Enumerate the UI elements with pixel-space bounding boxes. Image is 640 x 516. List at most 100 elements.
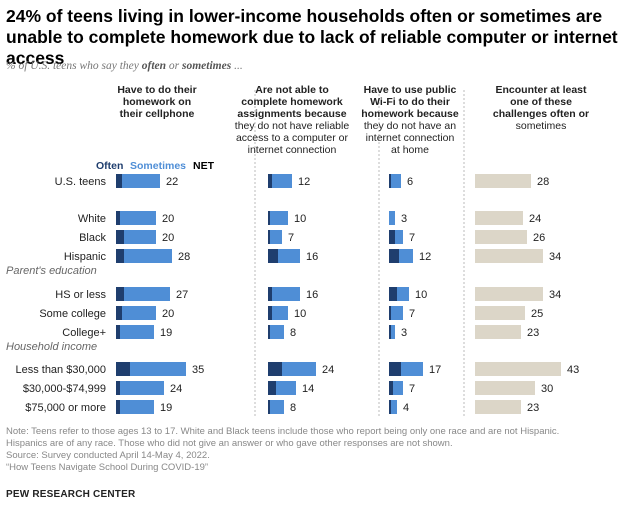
bar-sometimes: [391, 306, 403, 320]
bar-sometimes: [397, 287, 409, 301]
net-value-label: 10: [294, 308, 306, 320]
bar-sometimes: [391, 325, 395, 339]
bar-often: [389, 325, 391, 339]
bar-sometimes: [270, 325, 284, 339]
bar-often: [389, 306, 391, 320]
panel-header-line: internet connection: [248, 144, 337, 156]
bar-often: [268, 211, 270, 225]
bar-often: [116, 325, 120, 339]
net-value-label: 3: [401, 327, 407, 339]
net-value-label: 7: [409, 232, 415, 244]
net-value-label: 10: [294, 213, 306, 225]
bar-often: [268, 325, 270, 339]
chart-notes: Note: Teens refer to those ages 13 to 17…: [6, 426, 634, 474]
row-label: HS or less: [55, 289, 106, 301]
encounter-value-label: 23: [527, 327, 539, 339]
bar-sometimes: [120, 325, 154, 339]
panel-header-line: Have to use public: [364, 84, 457, 96]
bar-encounter: [475, 287, 543, 301]
bar-sometimes: [120, 400, 154, 414]
net-value-label: 17: [429, 364, 441, 376]
bar-often: [116, 381, 120, 395]
bar-often: [268, 174, 272, 188]
bar-sometimes: [276, 381, 296, 395]
bar-sometimes: [122, 306, 156, 320]
encounter-value-label: 26: [533, 232, 545, 244]
legend-often: Often: [96, 160, 123, 172]
bar-encounter: [475, 400, 521, 414]
net-value-label: 4: [403, 402, 409, 414]
panel-header-line: Wi-Fi to do their: [370, 96, 450, 108]
bar-often: [116, 230, 124, 244]
source-org: PEW RESEARCH CENTER: [6, 489, 136, 500]
bar-often: [116, 306, 122, 320]
row-label: Less than $30,000: [15, 364, 106, 376]
bar-encounter: [475, 174, 531, 188]
bar-sometimes: [124, 249, 172, 263]
bar-sometimes: [272, 174, 292, 188]
bar-often: [268, 306, 272, 320]
panel-header-line: access to a computer or: [236, 132, 349, 144]
bar-sometimes: [278, 249, 300, 263]
net-value-label: 16: [306, 251, 318, 263]
net-value-label: 20: [162, 232, 174, 244]
net-value-label: 22: [166, 176, 178, 188]
bar-often: [116, 362, 130, 376]
bar-sometimes: [124, 287, 170, 301]
net-value-label: 8: [290, 402, 296, 414]
net-value-label: 28: [178, 251, 190, 263]
bar-sometimes: [282, 362, 316, 376]
encounter-value-label: 34: [549, 289, 561, 301]
net-value-label: 24: [322, 364, 334, 376]
bar-sometimes: [393, 381, 403, 395]
encounter-value-label: 30: [541, 383, 553, 395]
net-value-label: 12: [419, 251, 431, 263]
bar-encounter: [475, 230, 527, 244]
bar-often: [268, 249, 278, 263]
panel-header-line: Have to do their: [117, 84, 196, 96]
panel-header-line: homework because: [361, 108, 459, 120]
panel-header-line: they do not have reliable: [235, 120, 350, 132]
net-value-label: 20: [162, 308, 174, 320]
row-label: U.S. teens: [55, 176, 107, 188]
bar-sometimes: [124, 230, 156, 244]
panel-header-line: one of these: [510, 96, 572, 108]
bar-encounter: [475, 325, 521, 339]
encounter-value-label: 28: [537, 176, 549, 188]
net-value-label: 19: [160, 402, 172, 414]
encounter-value-label: 24: [529, 213, 541, 225]
bar-sometimes: [120, 211, 156, 225]
encounter-value-label: 34: [549, 251, 561, 263]
bar-encounter: [475, 306, 525, 320]
bar-sometimes: [389, 211, 395, 225]
report-title-line: “How Teens Navigate School During COVID-…: [6, 462, 209, 473]
panel-header-line: homework on: [123, 96, 191, 108]
panel-header-line: they do not have an: [364, 120, 456, 132]
note-line: Note: Teens refer to those ages 13 to 17…: [6, 426, 560, 437]
panel-header-line: sometimes: [516, 120, 567, 132]
net-value-label: 7: [409, 308, 415, 320]
bar-sometimes: [130, 362, 186, 376]
bar-often: [389, 362, 401, 376]
bar-often: [268, 287, 272, 301]
bar-often: [389, 381, 393, 395]
bar-sometimes: [120, 381, 164, 395]
panel-header-line: Encounter at least: [495, 84, 587, 96]
subtitle-suffix: ...: [231, 60, 243, 72]
panel-header-line: complete homework: [241, 96, 343, 108]
bar-sometimes: [401, 362, 423, 376]
bar-encounter: [475, 211, 523, 225]
bar-encounter: [475, 249, 543, 263]
bar-encounter: [475, 362, 561, 376]
group-label: Parent's education: [6, 265, 97, 277]
net-value-label: 8: [290, 327, 296, 339]
subtitle-sometimes: sometimes: [182, 60, 232, 72]
panel-header-line: assignments because: [237, 108, 346, 120]
bar-often: [389, 400, 391, 414]
net-value-label: 19: [160, 327, 172, 339]
note-line: Hispanics are of any race. Those who did…: [6, 438, 453, 449]
net-value-label: 24: [170, 383, 182, 395]
bar-often: [116, 211, 120, 225]
encounter-value-label: 23: [527, 402, 539, 414]
